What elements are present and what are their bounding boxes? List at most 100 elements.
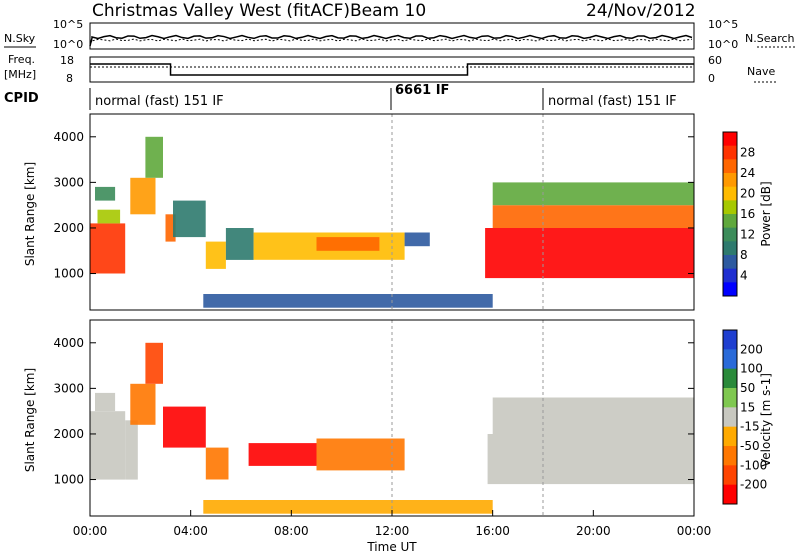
velocity-region-3 [130,383,156,425]
power-ylabel: Slant Range [km] [23,162,37,266]
noise-left-label: N.Sky [4,32,36,45]
velocity-cbar-tick-3: 15 [740,400,755,414]
velocity-region-10 [487,434,694,485]
power-cbar-seg-3 [723,173,737,188]
velocity-colorbar: 200 100 50 15 -15 -50 -100 -200 [722,329,767,505]
power-cbar-tick-6: 4 [740,269,748,283]
power-cbar-seg-4 [723,186,737,201]
velocity-cbar-tick-4: -15 [740,420,760,434]
velocity-region-11 [492,397,694,434]
xtick-label-0: 00:00 [73,524,108,538]
xtick-label-2: 08:00 [274,524,309,538]
velocity-cbar-seg-3 [723,388,737,408]
xtick-label-1: 04:00 [173,524,208,538]
velocity-cbar-seg-7 [723,465,737,486]
xtick-label-3: 12:00 [375,524,410,538]
power-ytick-label-0: 1000 [53,267,84,281]
velocity-cbar-seg-4 [723,407,737,428]
station-title: Christmas Valley West (fitACF) [92,1,350,21]
xtick-label-4: 16:00 [475,524,510,538]
power-region-6 [173,200,206,238]
freq-tick-top: 18 [60,54,74,67]
noise-right-tick-top: 10^5 [708,18,738,31]
power-region-11 [404,232,430,247]
freq-tick-bottom: 8 [66,72,73,85]
power-region-0 [90,223,126,274]
nave-label: Nave [747,65,775,78]
power-region-8 [225,228,254,260]
power-cbar-frame [722,131,738,297]
power-colorbar-label: Power [dB] [759,181,773,246]
noise-right-label: N.Search [745,32,795,45]
noise-search-line [89,38,693,47]
velocity-cbar-tick-2: 50 [740,381,755,395]
velocity-cbar-frame [722,329,738,505]
power-cbar-seg-7 [723,227,737,242]
noise-right-tick-bottom: 10^0 [708,38,738,51]
power-region-7 [205,241,226,269]
power-cbar-seg-1 [723,145,737,160]
power-panel-frame [89,113,695,311]
freq-trace [90,63,694,76]
velocity-ytick-label-3: 4000 [53,336,84,350]
velocity-region-6 [205,447,229,480]
power-cbar-tick-4: 12 [740,228,755,242]
beam-label: Beam 10 [350,1,426,21]
velocity-region-8 [316,438,405,471]
power-cbar-seg-9 [723,255,737,270]
power-region-13 [485,228,694,279]
velocity-cbar-tick-0: 200 [740,342,763,356]
power-region-4 [145,136,163,178]
power-cbar-tick-0: 28 [740,146,755,160]
cpid-label: CPID [4,91,39,106]
velocity-yaxis: 1000 2000 3000 4000 [53,336,694,487]
power-cbar-seg-0 [723,132,737,147]
velocity-region-4 [145,342,163,384]
velocity-cbar-tick-7: -200 [740,478,767,492]
time-xaxis: 00:00 04:00 08:00 12:00 16:00 20:00 00:00 [73,510,712,538]
freq-step-line [90,63,694,76]
freq-label-2: [MHz] [4,68,36,81]
velocity-cbar-tick-5: -50 [740,439,760,453]
cpid-segment-1: normal (fast) 151 IF [95,94,224,109]
power-colorbar: 28 24 20 16 12 8 4 [722,131,755,297]
power-cbar-tick-2: 20 [740,187,755,201]
velocity-ytick-label-0: 1000 [53,473,84,487]
power-cbar-tick-5: 8 [740,248,748,262]
power-region-10 [316,237,380,251]
power-cbar-seg-8 [723,241,737,256]
velocity-cbar-tick-1: 100 [740,362,763,376]
power-cbar-seg-2 [723,159,737,174]
velocity-cbar-seg-5 [723,426,737,447]
cpid-segment-3: normal (fast) 151 IF [548,94,677,109]
power-yaxis: 1000 2000 3000 4000 [53,130,694,281]
velocity-region-0 [90,411,126,480]
velocity-region-1 [95,392,116,412]
time-xlabel: Time UT [366,540,417,554]
velocity-cbar-seg-0 [723,330,737,350]
velocity-heatmap [90,320,694,516]
xtick-label-6: 00:00 [677,524,712,538]
freq-label-1: Freq. [8,53,35,66]
power-region-3 [130,177,156,215]
velocity-region-2 [125,420,138,480]
velocity-cbar-seg-8 [723,484,737,505]
power-heatmap [90,114,694,310]
power-cbar-tick-1: 24 [740,166,755,180]
noise-left-tick-top: 10^5 [53,18,83,31]
power-region-15 [492,182,694,206]
nave-tick-bottom: 0 [708,72,715,85]
velocity-cbar-seg-2 [723,368,737,389]
power-ytick-label-2: 3000 [53,175,84,189]
velocity-ytick-label-2: 3000 [53,381,84,395]
velocity-cbar-seg-6 [723,446,737,466]
velocity-cbar-seg-1 [723,349,737,370]
power-region-5 [165,214,176,242]
power-cbar-seg-10 [723,268,737,283]
power-ytick-label-3: 4000 [53,130,84,144]
power-region-14 [492,205,694,228]
power-cbar-seg-6 [723,214,737,229]
power-cbar-seg-11 [723,282,737,297]
noise-panel-frame [89,22,695,50]
